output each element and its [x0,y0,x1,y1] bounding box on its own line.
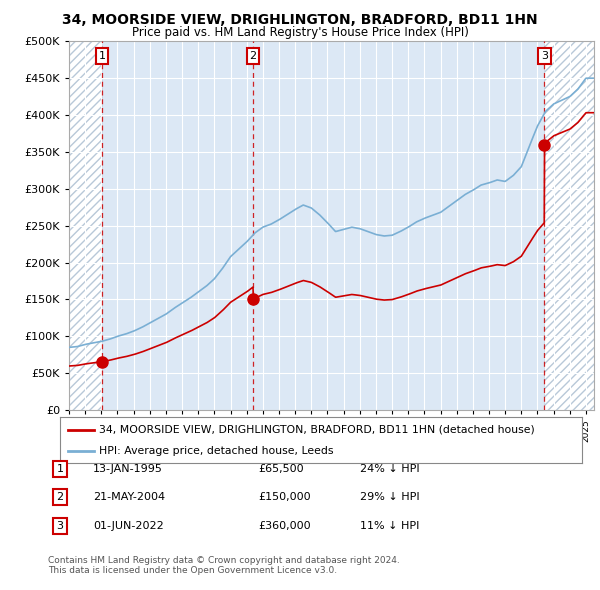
Text: 21-MAY-2004: 21-MAY-2004 [93,493,165,502]
Text: HPI: Average price, detached house, Leeds: HPI: Average price, detached house, Leed… [99,445,334,455]
Text: 01-JUN-2022: 01-JUN-2022 [93,521,164,530]
Text: 34, MOORSIDE VIEW, DRIGHLINGTON, BRADFORD, BD11 1HN: 34, MOORSIDE VIEW, DRIGHLINGTON, BRADFOR… [62,13,538,27]
Text: 3: 3 [541,51,548,61]
Text: 24% ↓ HPI: 24% ↓ HPI [360,464,419,474]
Text: 13-JAN-1995: 13-JAN-1995 [93,464,163,474]
Text: £360,000: £360,000 [258,521,311,530]
Text: £65,500: £65,500 [258,464,304,474]
Bar [544,41,594,410]
Text: 11% ↓ HPI: 11% ↓ HPI [360,521,419,530]
Text: 29% ↓ HPI: 29% ↓ HPI [360,493,419,502]
Text: £150,000: £150,000 [258,493,311,502]
Text: Contains HM Land Registry data © Crown copyright and database right 2024.
This d: Contains HM Land Registry data © Crown c… [48,556,400,575]
Text: Price paid vs. HM Land Registry's House Price Index (HPI): Price paid vs. HM Land Registry's House … [131,26,469,39]
Text: 34, MOORSIDE VIEW, DRIGHLINGTON, BRADFORD, BD11 1HN (detached house): 34, MOORSIDE VIEW, DRIGHLINGTON, BRADFOR… [99,425,535,435]
Bar [69,41,102,410]
Text: 1: 1 [56,464,64,474]
Text: 2: 2 [250,51,257,61]
Text: 3: 3 [56,521,64,530]
Text: 2: 2 [56,493,64,502]
Text: 1: 1 [98,51,106,61]
